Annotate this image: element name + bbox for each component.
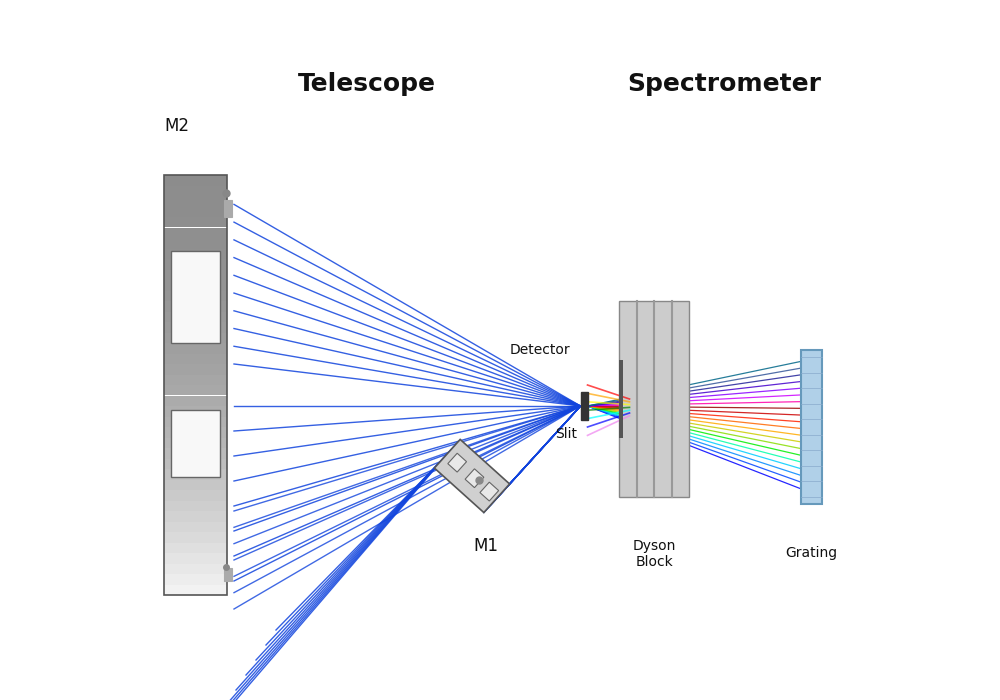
Bar <box>164 522 227 532</box>
Text: Telescope: Telescope <box>298 72 436 96</box>
Bar <box>164 584 227 595</box>
Bar <box>164 354 227 364</box>
Bar <box>224 199 232 217</box>
Bar <box>164 290 227 301</box>
Bar <box>164 532 227 542</box>
Polygon shape <box>465 469 484 488</box>
Bar <box>580 392 588 420</box>
Bar <box>164 364 227 374</box>
Text: Dyson
Block: Dyson Block <box>632 539 676 569</box>
Bar <box>164 542 227 553</box>
Bar <box>164 480 227 490</box>
Bar <box>164 322 227 332</box>
Text: Grating: Grating <box>785 546 838 560</box>
Polygon shape <box>448 453 467 472</box>
Bar <box>619 360 622 438</box>
Bar <box>164 564 227 574</box>
Text: Detector: Detector <box>509 343 570 357</box>
Text: M2: M2 <box>164 117 189 135</box>
Bar <box>164 248 227 259</box>
Bar <box>164 228 227 238</box>
Bar <box>164 238 227 248</box>
Bar <box>164 196 227 206</box>
Bar <box>164 458 227 469</box>
Bar <box>171 410 220 477</box>
Bar <box>164 217 227 228</box>
Bar <box>164 259 227 270</box>
Bar <box>164 500 227 511</box>
Bar <box>164 175 227 595</box>
Bar <box>164 206 227 217</box>
Text: Spectrometer: Spectrometer <box>627 72 821 96</box>
Bar <box>164 427 227 438</box>
Bar <box>164 469 227 480</box>
Bar <box>171 251 220 343</box>
Bar <box>164 511 227 522</box>
Bar <box>164 312 227 322</box>
Polygon shape <box>434 440 510 512</box>
Bar <box>164 270 227 280</box>
Polygon shape <box>480 482 499 501</box>
Bar <box>164 175 227 186</box>
Bar <box>164 280 227 290</box>
Bar <box>164 553 227 564</box>
Text: Slit: Slit <box>555 427 577 441</box>
Bar <box>164 374 227 385</box>
Bar <box>164 301 227 312</box>
Bar <box>801 350 822 504</box>
Bar <box>164 448 227 458</box>
Bar <box>164 406 227 416</box>
Text: M1: M1 <box>474 537 498 555</box>
Bar <box>164 416 227 427</box>
Bar <box>164 186 227 196</box>
Bar <box>164 574 227 584</box>
Bar <box>164 395 227 406</box>
Bar <box>164 490 227 500</box>
Bar <box>619 301 689 497</box>
Bar <box>224 568 232 581</box>
Bar <box>164 332 227 343</box>
Bar <box>164 385 227 396</box>
Bar <box>164 438 227 448</box>
Bar <box>164 343 227 354</box>
